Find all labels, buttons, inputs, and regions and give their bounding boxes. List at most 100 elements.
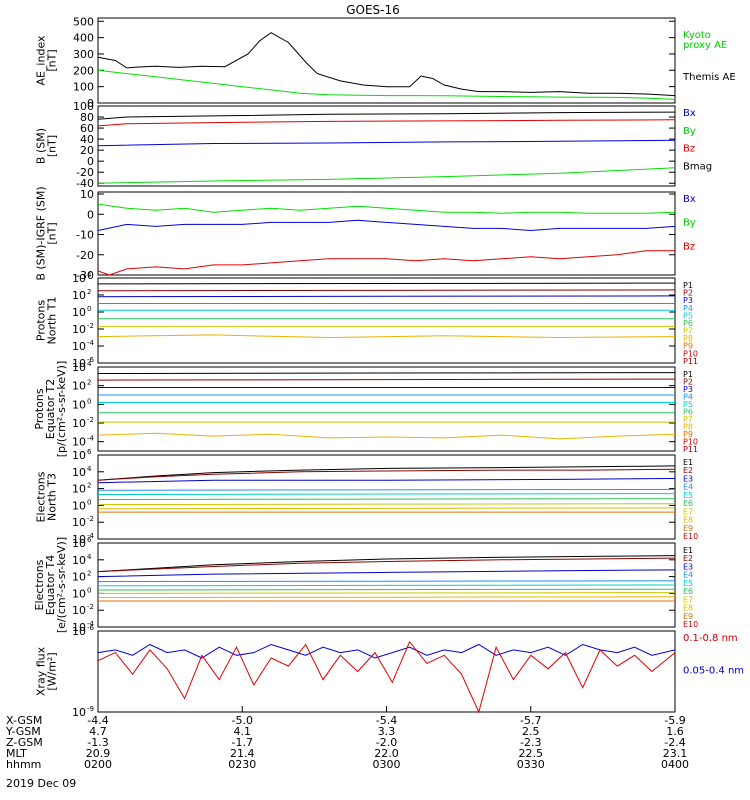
panel-frame [97, 191, 676, 276]
legend-entry: Bx [683, 108, 696, 119]
series-e7 [97, 503, 676, 506]
y-tick-label: 0 [87, 97, 94, 110]
x-row-value: -1.3 [87, 736, 108, 749]
series-e7 [97, 592, 676, 594]
legend-entry: Bz [683, 144, 695, 155]
x-row-value: -5.9 [664, 714, 685, 727]
series-by [97, 167, 676, 184]
series-e1 [97, 555, 676, 573]
y-tick-label: 40 [80, 133, 94, 146]
y-tick-label: 10 [72, 361, 86, 374]
x-row-value: -2.3 [520, 736, 541, 749]
y-axis-label: [p/(cm²-s-sr-keV)] [55, 361, 68, 458]
y-axis-label: Equator T4 [44, 555, 57, 615]
legend-entry: 0.1-0.8 nm [683, 633, 738, 644]
legend-entry: E10 [683, 532, 698, 541]
x-row-label: Z-GSM [6, 736, 43, 749]
series-p8 [97, 432, 676, 440]
y-tick-exponent: 0 [87, 586, 91, 594]
y-tick-exponent: 4 [87, 553, 92, 561]
series-0-1-0-8-nm [97, 640, 676, 714]
y-tick-exponent: 4 [87, 360, 92, 368]
y-tick-label: 10 [72, 625, 86, 638]
legend-entry: 0.05-0.4 nm [683, 665, 744, 676]
y-tick-exponent: -2 [87, 515, 94, 523]
y-tick-label: -10 [76, 229, 94, 242]
legend-entry: P9 [683, 342, 693, 351]
y-tick-label: 20 [80, 144, 94, 157]
legend-entry: P8 [683, 423, 693, 432]
x-row-value: -1.7 [232, 736, 253, 749]
legend-entry: E6 [683, 499, 693, 508]
x-row-value: 22.5 [519, 747, 544, 760]
y-tick-exponent: -4 [87, 620, 95, 628]
x-row-value: -5.0 [232, 714, 253, 727]
y-tick-label: 10 [72, 323, 86, 336]
panel-frame [97, 454, 676, 540]
legend-entry: P5 [683, 311, 693, 320]
series-themis-ae [97, 32, 676, 97]
x-row-value: -5.7 [520, 714, 541, 727]
y-tick-label: 200 [73, 64, 94, 77]
y-axis-label: [nT] [46, 135, 59, 157]
panel-frame [97, 366, 676, 452]
y-tick-exponent: -2 [87, 416, 94, 424]
y-tick-exponent: -4 [87, 339, 95, 347]
y-tick-label: 100 [73, 100, 94, 113]
y-tick-label: 0 [87, 208, 94, 221]
y-axis-label: B (SM)-IGRF (SM) [35, 186, 48, 280]
x-row-value: 21.4 [230, 747, 255, 760]
series-e3 [97, 478, 676, 484]
series-e4 [97, 580, 676, 583]
y-tick-label: 400 [73, 32, 94, 45]
panel-frame [97, 277, 676, 364]
legend-entry: P2 [683, 378, 693, 387]
series-e6 [97, 498, 676, 500]
date-label: 2019 Dec 09 [6, 777, 76, 790]
y-axis-label: B (SM) [35, 128, 48, 164]
series-bmag [97, 111, 676, 120]
y-tick-exponent: 2 [87, 379, 91, 387]
x-row-value: 23.1 [663, 747, 688, 760]
y-tick-exponent: -4 [87, 435, 95, 443]
y-axis-label: North T3 [46, 473, 59, 521]
series-p2 [97, 289, 676, 292]
legend-entry: E1 [683, 546, 693, 555]
y-tick-label: 10 [72, 516, 86, 529]
y-tick-exponent: 0 [87, 397, 91, 405]
y-tick-label: 10 [72, 554, 86, 567]
series-bz [97, 119, 676, 127]
legend-entry: E4 [683, 571, 693, 580]
x-row-value: 0300 [373, 758, 401, 771]
legend-entry: P2 [683, 289, 693, 298]
y-tick-label: 10 [72, 380, 86, 393]
x-row-label: Y-GSM [5, 725, 41, 738]
legend-entry: P6 [683, 408, 693, 417]
legend-entry: Bx [683, 194, 696, 205]
y-tick-label: -40 [76, 177, 94, 190]
y-tick-label: -30 [76, 269, 94, 282]
y-axis-label: Xray flux [35, 646, 48, 696]
series-e5 [97, 493, 676, 495]
y-axis-label: Protons [33, 388, 46, 429]
y-tick-label: 60 [80, 122, 94, 135]
legend-entry: P10 [683, 349, 698, 358]
y-tick-label: -20 [76, 249, 94, 262]
legend-entry: E4 [683, 483, 693, 492]
y-tick-label: 500 [73, 15, 94, 28]
y-tick-label: 10 [72, 499, 86, 512]
y-tick-label: 10 [72, 357, 86, 370]
y-tick-exponent: 6 [87, 448, 92, 456]
x-row-value: -5.4 [376, 714, 397, 727]
legend-entry: Bmag [683, 161, 712, 172]
legend-entry: E3 [683, 474, 693, 483]
series-p1 [97, 282, 676, 285]
legend-entry: P7 [683, 415, 693, 424]
legend-entry: E8 [683, 516, 693, 525]
series-p1 [97, 372, 676, 374]
